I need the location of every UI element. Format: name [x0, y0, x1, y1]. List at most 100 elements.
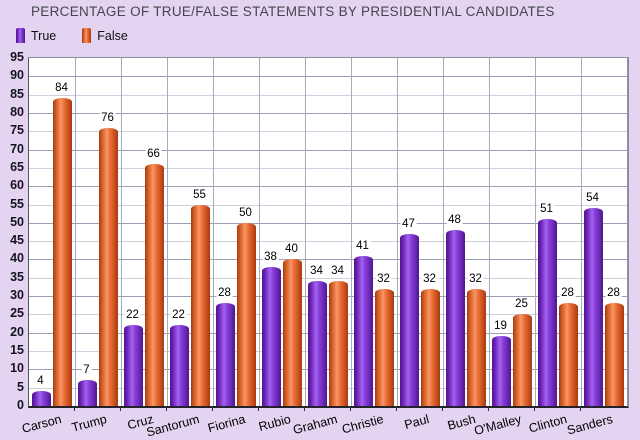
value-label: 76 [99, 110, 116, 125]
value-label: 48 [446, 213, 463, 228]
x-axis-tick [488, 407, 489, 411]
gridline-h [29, 112, 627, 114]
bar-true-santorum [170, 325, 189, 406]
x-axis-label: Santorum [144, 412, 201, 440]
value-label: 32 [375, 271, 392, 286]
gridline-h [29, 314, 627, 316]
gridline-h [29, 259, 627, 261]
x-axis-tick [166, 407, 167, 411]
gridline-v [259, 58, 260, 406]
x-axis-label: Trump [70, 412, 109, 435]
value-label: 22 [170, 308, 187, 323]
bar-false-santorum [191, 204, 210, 406]
gridline-v [75, 58, 76, 406]
gridline-v [121, 58, 122, 406]
gridline-v [351, 58, 352, 406]
y-axis-label: 20 [10, 324, 24, 339]
y-axis-label: 5 [17, 379, 24, 394]
true-series-swatch-icon [16, 28, 25, 43]
value-label: 19 [492, 319, 509, 334]
bar-true-rubio [262, 266, 281, 406]
y-axis-label: 70 [10, 141, 24, 156]
gridline-h [29, 167, 627, 169]
bar-true-bush [446, 230, 465, 406]
x-axis-tick [74, 407, 75, 411]
x-axis-label: Graham [291, 412, 339, 438]
value-label: 66 [145, 147, 162, 162]
bar-false-o'malley [513, 314, 532, 406]
value-label: 47 [400, 216, 417, 231]
gridline-h [29, 76, 627, 78]
gridline-h [29, 149, 627, 151]
y-axis-label: 50 [10, 214, 24, 229]
value-label: 28 [559, 286, 576, 301]
x-axis-label: Bush [445, 412, 477, 433]
bar-true-clinton [538, 219, 557, 406]
bar-false-carson [53, 98, 72, 406]
plot-area [28, 57, 629, 408]
y-axis-label: 0 [17, 398, 24, 412]
value-label: 51 [538, 202, 555, 217]
y-axis-label: 60 [10, 178, 24, 193]
y-axis-label: 40 [10, 251, 24, 266]
legend-label-false: False [97, 28, 128, 43]
y-axis-label: 85 [10, 86, 24, 101]
bar-false-sanders [605, 303, 624, 406]
gridline-v [535, 58, 536, 406]
x-axis-tick [304, 407, 305, 411]
y-axis-label: 80 [10, 104, 24, 119]
value-label: 38 [262, 249, 279, 264]
value-label: 41 [354, 238, 371, 253]
chart-title: PERCENTAGE OF TRUE/FALSE STATEMENTS BY P… [31, 4, 555, 19]
gridline-h [29, 332, 627, 334]
value-label: 25 [513, 297, 530, 312]
bar-false-paul [421, 288, 440, 406]
y-axis-label: 30 [10, 288, 24, 303]
gridline-v [397, 58, 398, 406]
value-label: 28 [605, 286, 622, 301]
x-axis-tick [258, 407, 259, 411]
bar-false-graham [329, 281, 348, 406]
y-axis-label: 45 [10, 233, 24, 248]
x-axis-tick [350, 407, 351, 411]
gridline-h [29, 186, 627, 188]
value-label: 32 [467, 271, 484, 286]
false-series-swatch-icon [82, 28, 92, 43]
bar-true-sanders [584, 208, 603, 406]
bar-true-paul [400, 233, 419, 406]
value-label: 7 [81, 363, 92, 378]
value-label: 55 [191, 187, 208, 202]
bar-true-graham [308, 281, 327, 406]
y-axis-label: 55 [10, 196, 24, 211]
gridline-v [305, 58, 306, 406]
legend: True False [16, 28, 128, 43]
gridline-h [29, 94, 627, 96]
value-label: 28 [216, 286, 233, 301]
value-label: 34 [308, 264, 325, 279]
gridline-h [29, 387, 627, 389]
bar-false-fiorina [237, 222, 256, 406]
x-axis-tick [212, 407, 213, 411]
gridline-h [29, 241, 627, 243]
gridline-h [29, 222, 627, 224]
value-label: 34 [329, 264, 346, 279]
value-label: 32 [421, 271, 438, 286]
value-label: 84 [53, 81, 70, 96]
x-axis-tick [534, 407, 535, 411]
x-axis-tick [580, 407, 581, 411]
bar-true-carson [32, 391, 51, 406]
value-label: 50 [237, 205, 254, 220]
legend-item-true: True [16, 28, 56, 43]
x-axis-label: O'Malley [472, 412, 523, 439]
y-axis-label: 10 [10, 361, 24, 376]
gridline-v [213, 58, 214, 406]
bar-true-o'malley [492, 336, 511, 406]
y-axis-label: 25 [10, 306, 24, 321]
x-axis-label: Sanders [566, 412, 615, 438]
value-label: 54 [584, 191, 601, 206]
gridline-v [167, 58, 168, 406]
x-axis-tick [396, 407, 397, 411]
gridline-h [29, 351, 627, 353]
gridline-h [29, 131, 627, 133]
x-axis-tick [120, 407, 121, 411]
